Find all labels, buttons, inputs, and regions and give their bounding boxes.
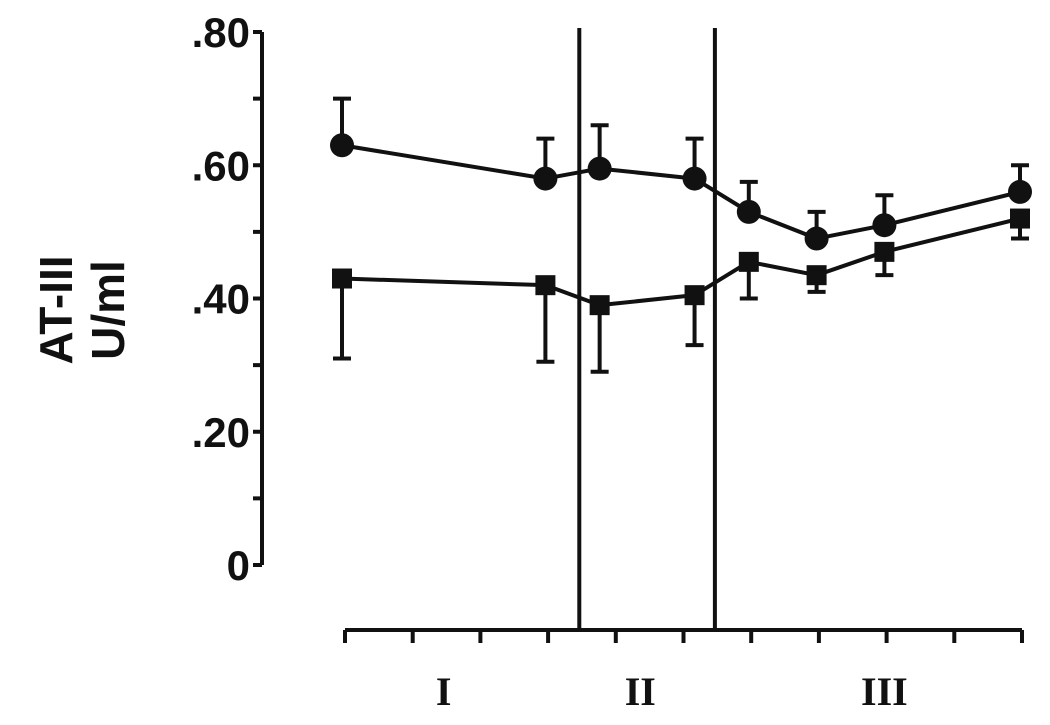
data-point-circle: [1008, 179, 1032, 204]
data-point-square: [874, 241, 895, 262]
y-axis: 0 .20 .40 .60 .80: [192, 9, 264, 589]
y-tick-label: .20: [192, 409, 250, 456]
data-point-square: [684, 285, 705, 306]
y-axis-label: AT-III U/ml: [30, 255, 134, 364]
y-tick-label: .40: [192, 276, 250, 323]
section-dividers: [577, 28, 717, 630]
series-2-square: [332, 208, 1030, 374]
data-point-square: [1010, 208, 1030, 229]
series-line: [341, 143, 1021, 241]
y-axis-label-line-2: U/ml: [82, 260, 134, 360]
data-point-square: [738, 251, 759, 272]
y-axis-label-line-1: AT-III: [30, 255, 82, 364]
data-series: [330, 96, 1032, 374]
y-tick-label: .80: [192, 9, 250, 56]
series-1-circle: [330, 96, 1032, 251]
data-point-circle: [682, 166, 707, 191]
data-point-circle: [587, 156, 612, 181]
section-label-ii: II: [625, 669, 656, 714]
data-point-circle: [872, 213, 897, 238]
y-tick-label: 0: [227, 542, 250, 589]
data-point-square: [332, 268, 352, 289]
data-point-circle: [533, 166, 558, 191]
data-point-circle: [804, 226, 829, 251]
series-line: [341, 216, 1021, 308]
data-point-square: [806, 265, 827, 286]
section-label-iii: III: [861, 669, 908, 714]
section-label-i: I: [436, 669, 452, 714]
y-tick-label: .60: [192, 142, 250, 189]
data-point-circle: [330, 133, 354, 158]
data-point-square: [589, 295, 610, 316]
data-point-circle: [736, 199, 761, 224]
x-axis: I II III: [343, 628, 1024, 714]
data-point-square: [535, 275, 556, 296]
